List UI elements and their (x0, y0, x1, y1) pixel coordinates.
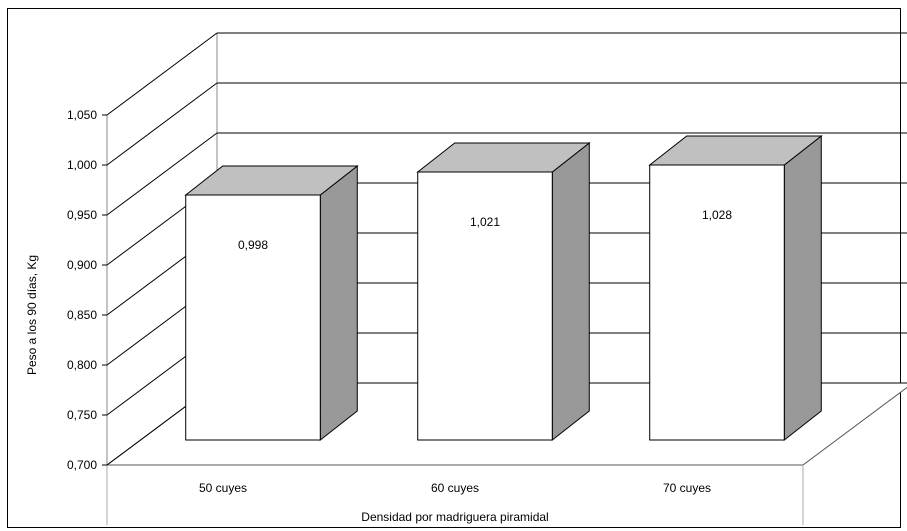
bar-front (185, 194, 321, 441)
y-tick-label: 0,800 (67, 358, 97, 372)
bar-value-label: 1,028 (702, 208, 732, 222)
y-tick-label: 0,900 (67, 258, 97, 272)
bar-3: 1,028 (648, 134, 823, 442)
y-tick-label: 0,750 (67, 408, 97, 422)
x-tick-label: 50 cuyes (199, 481, 247, 495)
bar-value-label: 0,998 (238, 238, 268, 252)
bar-side (551, 141, 590, 442)
y-tick-label: 0,850 (67, 308, 97, 322)
y-axis-title: Peso a los 90 días, Kg (25, 255, 39, 375)
x-tick-label: 70 cuyes (663, 481, 711, 495)
x-axis-ticks: 50 cuyes 60 cuyes 70 cuyes (199, 481, 711, 495)
bars: 0,998 1,021 1,028 (184, 134, 823, 442)
bar-2: 1,021 (416, 141, 591, 442)
x-axis-title: Densidad por madriguera piramidal (361, 510, 548, 524)
gridline-diagonal (106, 82, 218, 166)
x-tick-label: 60 cuyes (431, 481, 479, 495)
bar-front (649, 164, 785, 441)
y-tick-label: 1,050 (67, 108, 97, 122)
gridline-diagonal (106, 32, 218, 116)
y-tick-label: 0,950 (67, 208, 97, 222)
gridline-diagonal (106, 132, 218, 216)
y-tick-label: 1,000 (67, 158, 97, 172)
y-axis-ticks: 0,700 0,750 0,800 0,850 0,900 0,950 1,000 1,050 (67, 108, 107, 472)
bar-1: 0,998 (184, 164, 359, 442)
bar-front (417, 171, 553, 441)
bar-value-label: 1,021 (470, 215, 500, 229)
y-tick-label: 0,700 (67, 458, 97, 472)
bar-side (783, 134, 822, 442)
bar-side (319, 164, 358, 442)
